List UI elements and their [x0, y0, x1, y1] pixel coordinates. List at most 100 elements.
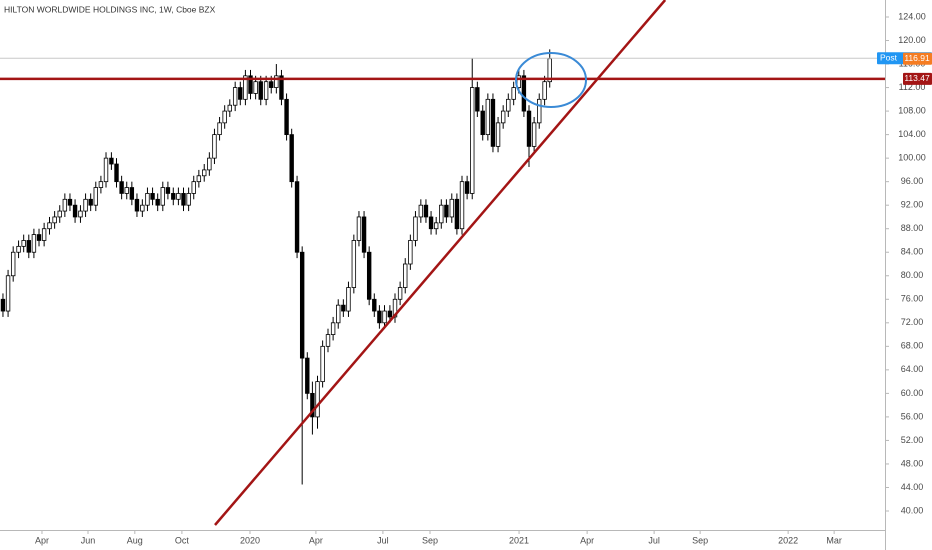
candle-body [274, 75, 279, 88]
x-tick-label: Sep [692, 535, 708, 545]
price-label-value: 113.47 [904, 73, 930, 83]
candle-body [186, 193, 191, 206]
candle-body [248, 75, 253, 94]
candle-body [418, 204, 424, 218]
candle-body [320, 345, 325, 383]
candle-body [506, 98, 511, 112]
candle-body [351, 240, 357, 288]
price-label-value: 116.91 [904, 53, 930, 63]
candle-body [315, 381, 320, 418]
candle-body [521, 75, 527, 112]
y-tick-label: 80.00 [901, 270, 924, 280]
candle-body [495, 122, 501, 147]
x-tick-label: Jul [648, 535, 660, 545]
candle-body [217, 122, 222, 136]
candle-body [490, 98, 496, 147]
candle-body [470, 87, 475, 194]
x-tick-label: Jul [377, 535, 389, 545]
y-tick-label: 92.00 [901, 200, 924, 210]
candle-body [459, 181, 465, 230]
candle-body [134, 198, 140, 212]
candle-body [294, 181, 300, 253]
candle-body [537, 98, 542, 124]
candle-body [232, 87, 238, 106]
candle-body [408, 240, 413, 265]
candle-body [114, 163, 119, 183]
candle-body [57, 210, 62, 218]
candle-body [16, 245, 21, 253]
candle-body [387, 310, 393, 318]
y-tick-label: 104.00 [898, 129, 926, 139]
candle-body [299, 251, 305, 359]
candle-body [171, 193, 176, 200]
candle-body [26, 240, 31, 253]
candle-body [361, 216, 367, 253]
y-tick-label: 56.00 [901, 411, 924, 421]
candle-body [382, 310, 387, 324]
candle-body [305, 357, 310, 394]
y-tick-label: 124.00 [898, 11, 926, 21]
candle-body [284, 98, 289, 136]
y-tick-label: 40.00 [901, 505, 924, 515]
price-label-name: Post [880, 52, 898, 62]
candle-body [145, 193, 150, 206]
x-tick-label: Aug [127, 535, 143, 545]
y-tick-label: 64.00 [901, 364, 924, 374]
y-tick-label: 72.00 [901, 317, 924, 327]
candle-body [403, 263, 408, 288]
candle-body [336, 304, 341, 324]
candle-body [449, 198, 454, 218]
highlight-ellipse [515, 52, 587, 108]
y-tick-label: 48.00 [901, 458, 924, 468]
candle-body [124, 187, 129, 194]
y-tick-label: 76.00 [901, 294, 924, 304]
candle-body [289, 134, 294, 183]
candle-body [41, 228, 47, 241]
candle-body [480, 110, 485, 136]
candle-body [78, 210, 83, 218]
candle-body [160, 187, 165, 206]
candle-body [31, 234, 37, 253]
candle-body [176, 193, 181, 200]
candle-body [279, 75, 284, 100]
y-tick-label: 68.00 [901, 341, 924, 351]
candle-body [0, 298, 6, 312]
candle-body [263, 81, 269, 100]
candle-body [181, 193, 186, 206]
candle-body [377, 310, 382, 324]
candle-body [258, 81, 263, 100]
candle-body [227, 104, 232, 112]
chart-title: HILTON WORLDWIDE HOLDINGS INC, 1W, Cboe … [4, 4, 216, 14]
candle-body [207, 157, 212, 171]
candle-body [325, 334, 331, 347]
candle-body [98, 181, 104, 188]
candle-body [212, 134, 217, 159]
candle-body [21, 240, 26, 247]
candle-body [310, 392, 315, 418]
plot-area [0, 0, 885, 526]
candle-body [500, 110, 506, 124]
candle-body [269, 81, 274, 88]
candle-body [129, 187, 135, 200]
candle-body [109, 157, 114, 165]
candle-body [47, 222, 52, 230]
y-tick-label: 112.00 [899, 82, 926, 92]
y-tick-label: 60.00 [901, 388, 924, 398]
candle-body [62, 198, 68, 212]
y-tick-label: 84.00 [901, 247, 924, 257]
candle-body [72, 204, 78, 218]
candle-body [366, 251, 372, 300]
candle-body [67, 198, 73, 206]
candle-body [93, 187, 98, 206]
candle-body [428, 216, 434, 230]
x-tick-label: 2022 [778, 535, 798, 545]
candle-body [542, 81, 547, 100]
x-tick-label: Apr [309, 535, 323, 545]
x-tick-label: Jun [81, 535, 96, 545]
x-tick-label: Mar [826, 535, 842, 545]
candle-body [165, 187, 171, 194]
candle-body [202, 169, 207, 177]
candle-body [341, 304, 346, 312]
